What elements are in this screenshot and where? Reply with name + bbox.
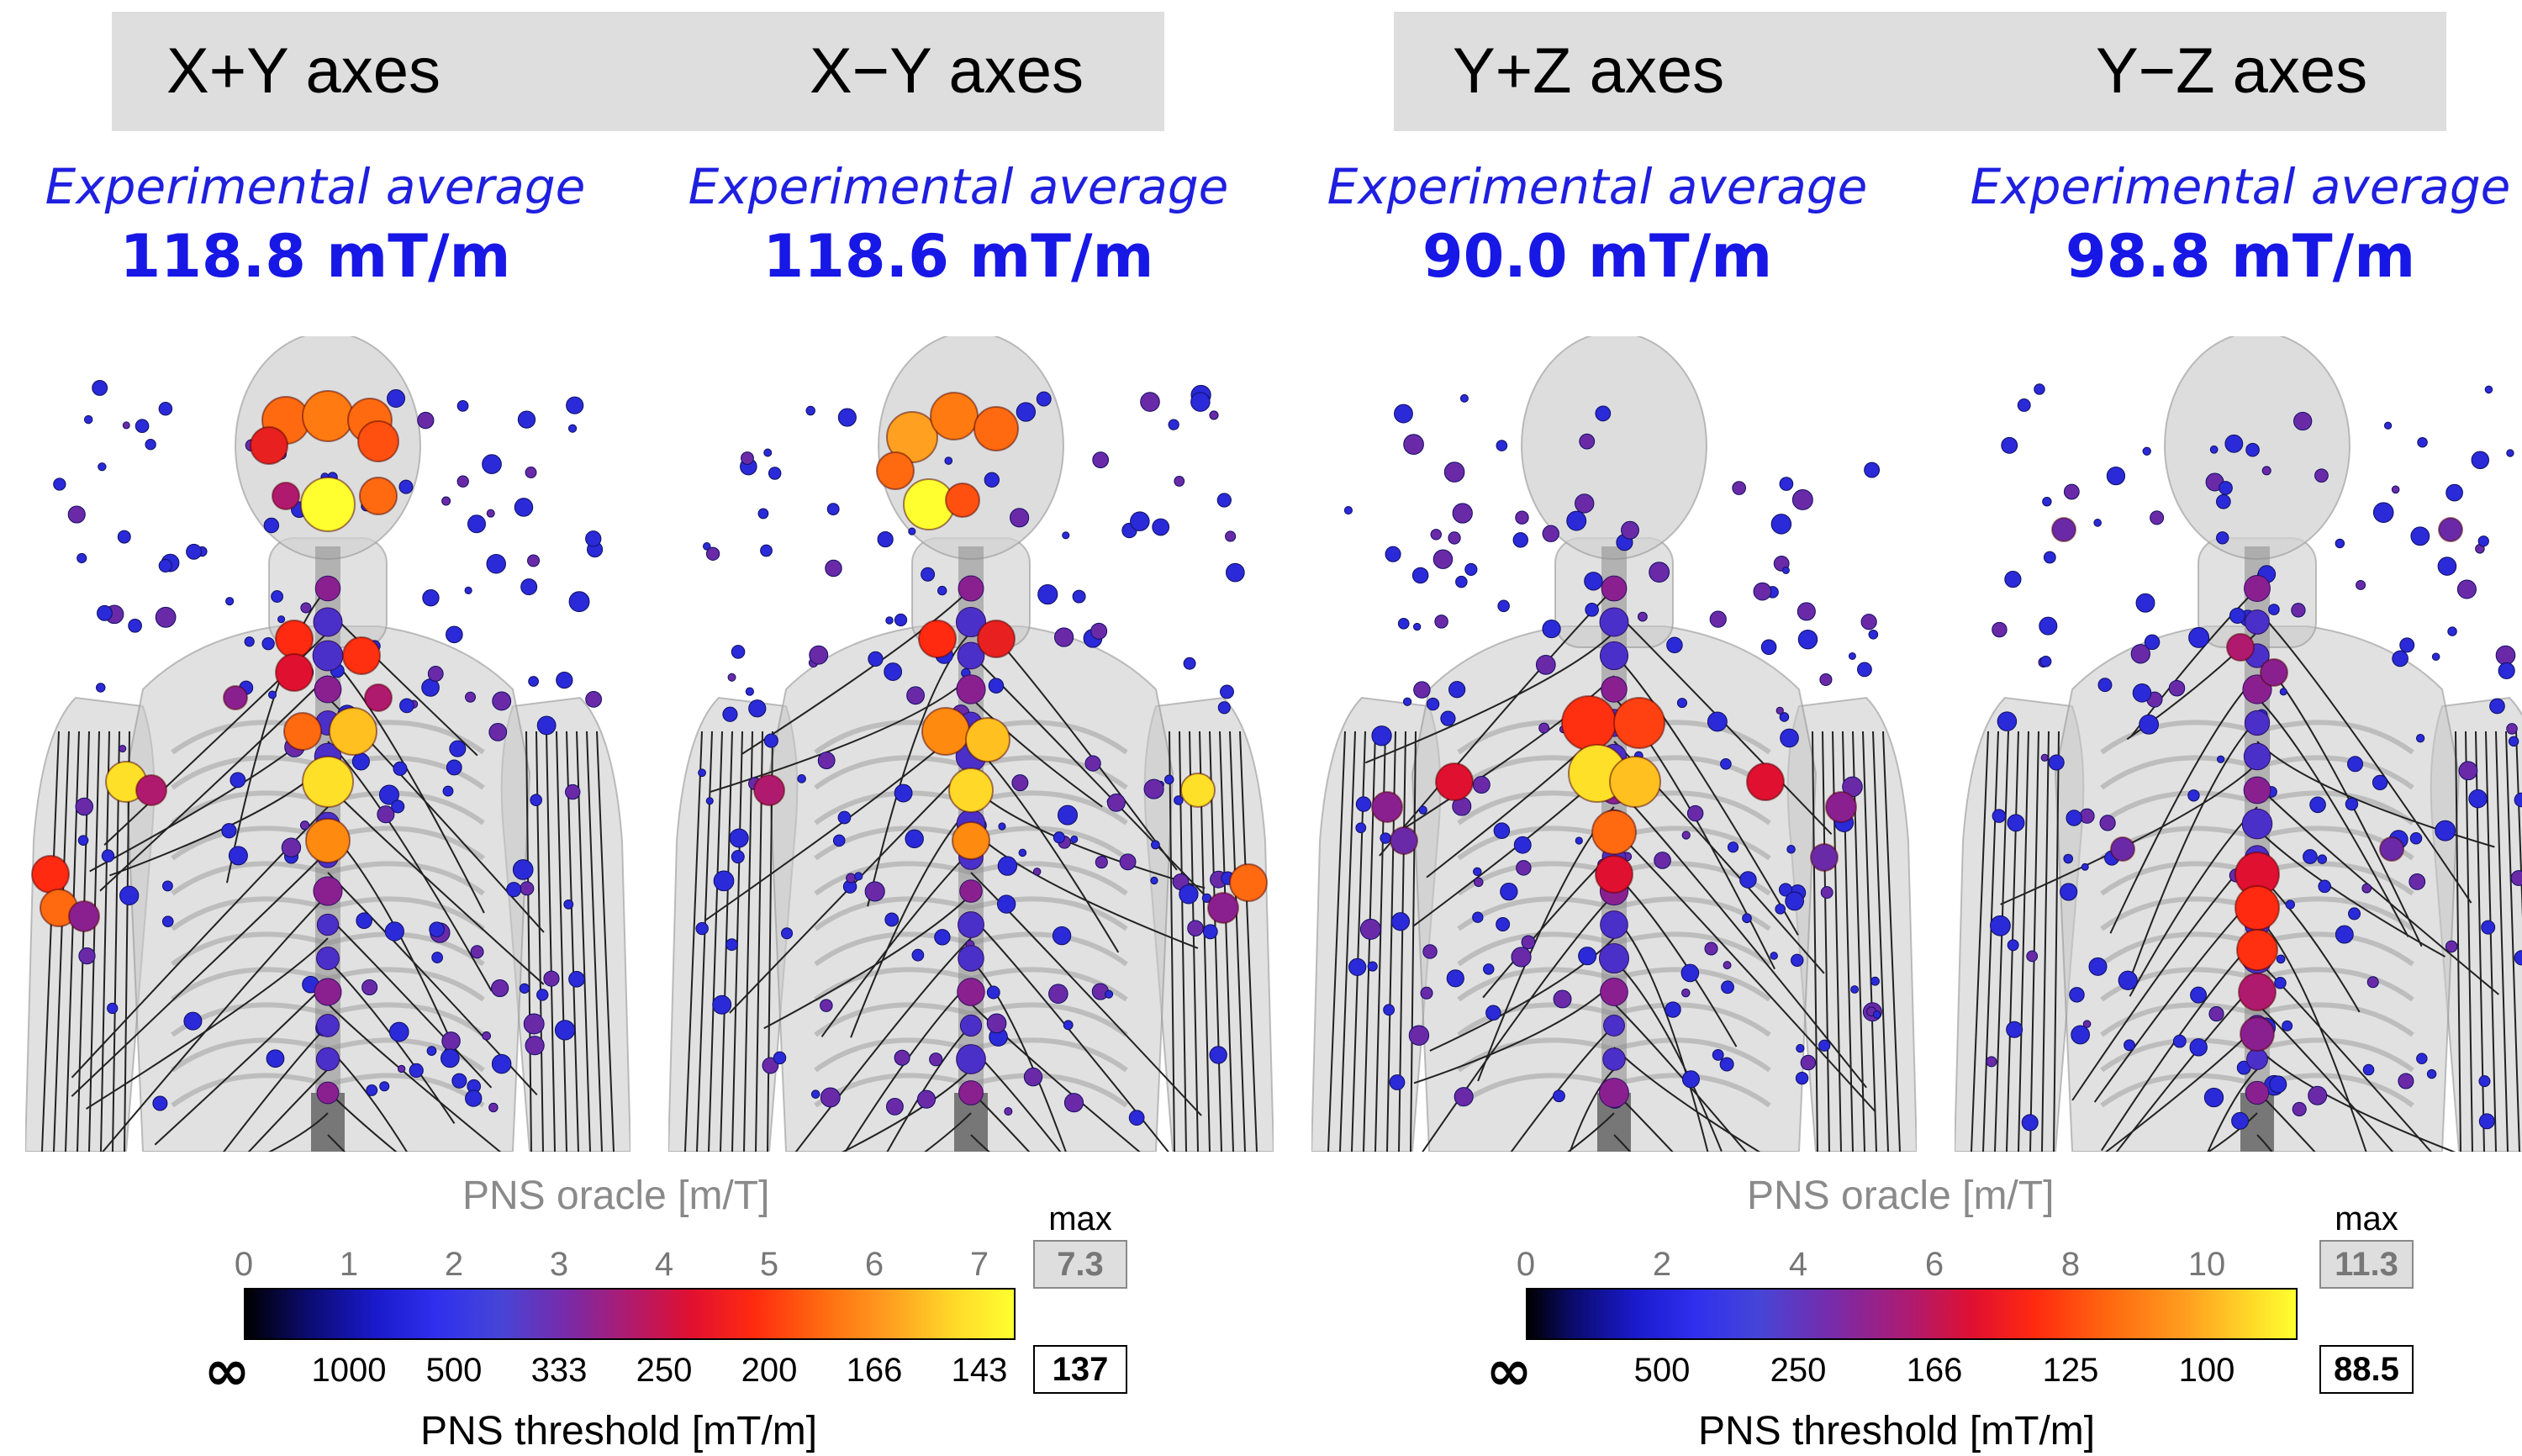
threshold-tick: 143: [951, 1352, 1008, 1389]
oracle-tick: 4: [654, 1246, 674, 1283]
oracle-tick: 6: [864, 1246, 884, 1283]
oracle-tick: 2: [444, 1246, 464, 1283]
threshold-tick: 333: [530, 1352, 588, 1389]
colorbar-1-oracle-title: PNS oracle [m/T]: [462, 1174, 770, 1218]
panel-1-label: Experimental average: [45, 158, 586, 215]
oracle-tick: 2: [1652, 1246, 1672, 1283]
oracle-tick: 4: [1788, 1246, 1808, 1283]
panel-4-value: 98.8 mT/m: [2065, 222, 2416, 291]
panel-3-text: Experimental average 90.0 mT/m: [1303, 158, 1892, 291]
colorbar-1-max-oracle: 7.3: [1033, 1240, 1127, 1289]
stimulation-sites: [31, 379, 604, 1113]
colorbar-1-threshold-title: PNS threshold [mT/m]: [420, 1409, 818, 1453]
header-group-1: X+Y axes X−Y axes: [112, 12, 1164, 131]
threshold-tick: 250: [636, 1352, 693, 1389]
panel-2-text: Experimental average 118.6 mT/m: [664, 158, 1253, 291]
body-model-figure-2: [668, 336, 1274, 1152]
panel-1-value: 118.8 mT/m: [119, 222, 511, 291]
oracle-tick: 1: [339, 1246, 359, 1283]
oracle-tick: 5: [759, 1246, 779, 1283]
body-model-figure-4: [1955, 336, 2522, 1152]
threshold-tick: 500: [1633, 1352, 1691, 1389]
colorbar-2-threshold-title: PNS threshold [mT/m]: [1698, 1409, 2096, 1453]
colorbar-1-max-threshold: 137: [1033, 1345, 1127, 1394]
infinity-symbol: ∞: [203, 1338, 251, 1403]
header-y-plus-z: Y+Z axes: [1453, 35, 1725, 107]
oracle-tick: 0: [1516, 1246, 1536, 1283]
oracle-tick: 6: [1924, 1246, 1944, 1283]
header-group-2: Y+Z axes Y−Z axes: [1394, 12, 2446, 131]
colorbar-2-max-label: max: [2335, 1200, 2398, 1237]
threshold-tick: 166: [1906, 1352, 1963, 1389]
threshold-tick: 125: [2042, 1352, 2099, 1389]
threshold-tick: 166: [846, 1352, 903, 1389]
panel-1-text: Experimental average 118.8 mT/m: [21, 158, 609, 291]
colorbar-2-max-threshold: 88.5: [2319, 1345, 2414, 1394]
stimulation-sites: [695, 384, 1268, 1126]
stimulation-sites: [1343, 393, 1882, 1109]
panel-2-value: 118.6 mT/m: [762, 222, 1154, 291]
panel-3-label: Experimental average: [1327, 158, 1868, 215]
infinity-symbol: ∞: [1485, 1338, 1533, 1403]
colorbar-2-oracle-title: PNS oracle [m/T]: [1747, 1174, 2055, 1218]
stimulation-sites: [1986, 383, 2522, 1132]
header-x-minus-y: X−Y axes: [810, 35, 1084, 107]
colorbar-1-max-label: max: [1048, 1200, 1112, 1237]
colorbar-2-max-oracle: 11.3: [2319, 1240, 2414, 1289]
oracle-tick: 3: [549, 1246, 569, 1283]
threshold-tick: 500: [425, 1352, 483, 1389]
threshold-tick: 1000: [311, 1352, 387, 1389]
oracle-tick: 10: [2187, 1246, 2226, 1283]
panel-4-text: Experimental average 98.8 mT/m: [1946, 158, 2522, 291]
colorbar-2-gradient: [1526, 1288, 2298, 1340]
panel-3-value: 90.0 mT/m: [1422, 222, 1773, 291]
panel-4-label: Experimental average: [1970, 158, 2511, 215]
panel-2-label: Experimental average: [688, 158, 1229, 215]
oracle-tick: 8: [2060, 1246, 2081, 1283]
header-x-plus-y: X+Y axes: [166, 35, 441, 107]
header-y-minus-z: Y−Z axes: [2096, 35, 2368, 107]
threshold-tick: 200: [741, 1352, 798, 1389]
threshold-tick: 250: [1770, 1352, 1827, 1389]
threshold-tick: 100: [2178, 1352, 2235, 1389]
oracle-tick: 0: [234, 1246, 254, 1283]
oracle-tick: 7: [969, 1246, 989, 1283]
colorbar-1-gradient: [244, 1288, 1016, 1340]
body-model-figure-1: [25, 336, 630, 1152]
body-model-figure-3: [1311, 336, 1917, 1152]
